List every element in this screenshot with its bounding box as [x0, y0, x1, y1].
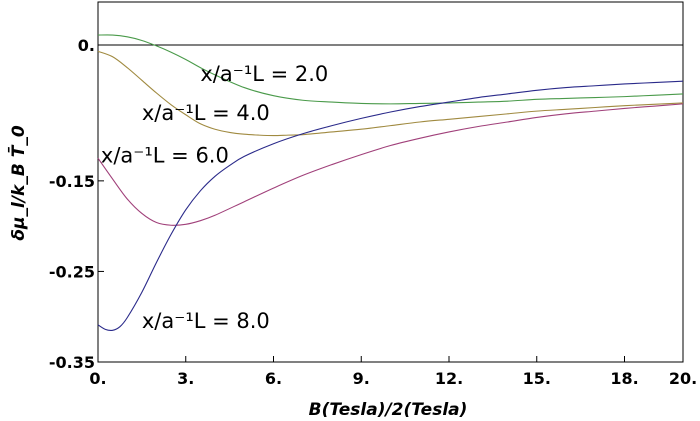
x-axis-label: B(Tesla)/2(Tesla)	[309, 400, 468, 420]
x-tick-label: 3.	[177, 369, 194, 388]
x-tick-label: 6.	[265, 369, 282, 388]
x-tick-label: 12.	[435, 369, 463, 388]
plot-frame	[97, 1, 684, 363]
y-tick-label: -0.15	[49, 172, 95, 191]
x-tick-label: 20.	[669, 369, 697, 388]
y-tick-label: -0.35	[49, 353, 95, 372]
series-line-1	[97, 34, 684, 105]
curve-annotation-2: x/a⁻¹L = 4.0	[142, 101, 270, 125]
x-tick-label: 0.	[89, 369, 106, 388]
y-tick-label: 0.	[78, 36, 95, 55]
y-tick-label: -0.25	[49, 262, 95, 281]
x-tick-label: 18.	[610, 369, 638, 388]
series-line-4	[97, 80, 684, 332]
x-tick-label: 15.	[523, 369, 551, 388]
series-line-2	[97, 50, 684, 137]
x-tick-label: 9.	[353, 369, 370, 388]
curve-annotation-3: x/a⁻¹L = 6.0	[101, 143, 229, 167]
curve-annotation-1: x/a⁻¹L = 2.0	[200, 62, 328, 86]
y-axis-label: δμ_l/k_B T̄_0	[7, 125, 29, 241]
curve-annotation-4: x/a⁻¹L = 8.0	[142, 309, 270, 333]
series-line-3	[97, 103, 684, 226]
